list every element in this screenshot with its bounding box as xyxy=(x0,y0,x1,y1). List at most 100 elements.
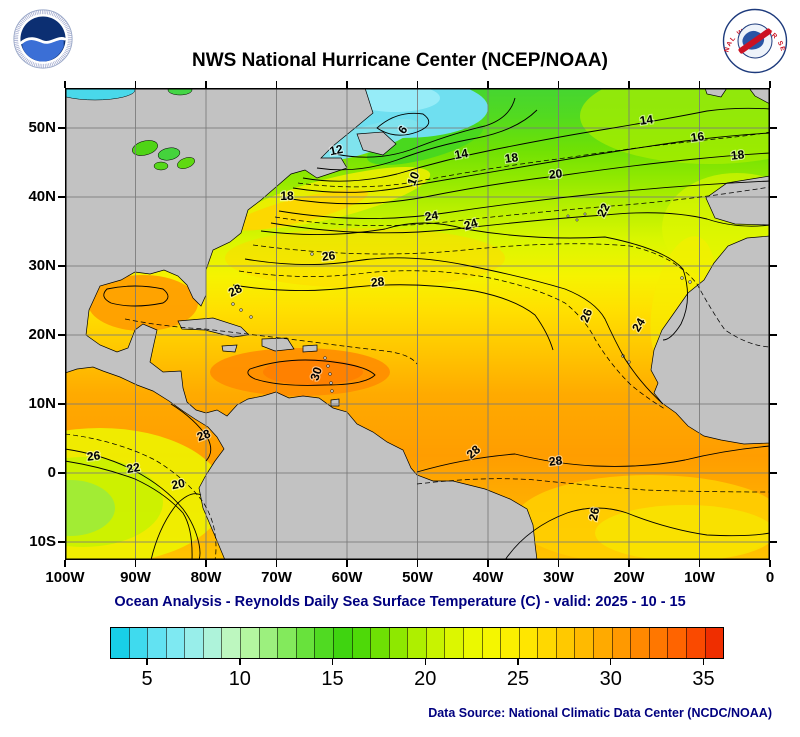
contour-label: 28 xyxy=(370,274,385,289)
colorbar-cell xyxy=(295,628,315,658)
y-axis-tick-right xyxy=(770,127,777,129)
colorbar-cell xyxy=(481,628,501,658)
colorbar-tick xyxy=(702,659,705,665)
landmasses xyxy=(65,88,770,560)
sst-map: 6 12 10 14 14 16 18 18 20 18 22 24 24 26 28 28 26 24 30 28 2… xyxy=(65,88,770,560)
y-axis-label: 10S xyxy=(29,533,56,551)
x-axis-tick-top xyxy=(416,81,419,88)
isotherm-contours xyxy=(65,97,770,560)
colorbar-cell xyxy=(332,628,352,658)
y-axis-tick-right xyxy=(770,334,777,336)
contour-label: 26 xyxy=(86,448,101,463)
colorbar-tick xyxy=(239,659,241,665)
y-axis-label: 10N xyxy=(28,395,56,413)
x-axis-label: 70W xyxy=(261,569,292,586)
colorbar-tick xyxy=(331,659,334,665)
contour-label: 14 xyxy=(454,146,470,162)
land-france xyxy=(748,88,770,105)
y-axis-tick xyxy=(58,541,65,543)
contour-label: 14 xyxy=(639,112,654,128)
x-axis-tick xyxy=(416,560,419,567)
y-axis-tick xyxy=(58,472,65,474)
y-axis-label: 30N xyxy=(28,257,56,275)
colorbar-tick-label: 25 xyxy=(506,668,530,690)
y-axis-label: 20N xyxy=(28,326,56,344)
land-newfoundland xyxy=(356,131,397,156)
colorbar-cell xyxy=(425,628,445,658)
x-axis-label: 0 xyxy=(765,569,775,586)
colorbar-cell xyxy=(128,628,148,658)
colorbar-cell xyxy=(555,628,575,658)
x-axis-tick-top xyxy=(557,81,560,88)
x-axis-label: 30W xyxy=(543,569,574,586)
colorbar-cell xyxy=(667,628,686,658)
colorbar-cell xyxy=(184,628,203,658)
x-axis-label: 20W xyxy=(613,569,645,586)
colorbar-cell xyxy=(630,628,649,658)
x-axis-tick-top xyxy=(205,81,207,88)
colorbar-cell xyxy=(221,628,241,658)
page-title: NWS National Hurricane Center (NCEP/NOAA… xyxy=(192,50,608,71)
inland-waters xyxy=(65,88,195,171)
contour-label: 22 xyxy=(126,460,142,476)
colorbar-cell xyxy=(147,628,166,658)
colorbar-cell xyxy=(704,628,724,658)
x-axis-label: 100W xyxy=(45,569,85,586)
land-puerto-rico xyxy=(302,344,318,353)
colorbar-tick-label: 30 xyxy=(599,668,622,690)
colorbar-cell xyxy=(277,628,296,658)
y-axis-label: 0 xyxy=(47,464,56,482)
y-axis-tick xyxy=(58,127,65,129)
x-axis-tick xyxy=(487,560,489,567)
colorbar-tick xyxy=(517,659,519,665)
contour-label: 18 xyxy=(730,147,745,162)
data-source-credit: Data Source: National Climatic Data Cent… xyxy=(428,706,772,720)
land-jamaica xyxy=(221,344,238,353)
x-axis-tick xyxy=(64,560,66,567)
y-axis-label: 50N xyxy=(28,119,56,137)
contour-label: 28 xyxy=(195,426,213,444)
map-border xyxy=(65,88,770,560)
colorbar-cell xyxy=(685,628,705,658)
x-axis-label: 60W xyxy=(331,569,363,586)
x-axis-label: 10W xyxy=(684,569,715,586)
colorbar-cell xyxy=(537,628,556,658)
colorbar-cell xyxy=(444,628,463,658)
y-axis-tick-right xyxy=(770,196,777,198)
y-axis-label: 40N xyxy=(28,188,56,206)
y-axis-tick-right xyxy=(770,541,777,543)
x-axis-tick-top xyxy=(628,81,630,88)
colorbar-cell xyxy=(407,628,426,658)
x-axis-tick xyxy=(205,560,207,567)
x-axis-tick xyxy=(275,560,278,567)
colorbar-tick-label: 10 xyxy=(228,668,251,690)
colorbar-cell xyxy=(500,628,519,658)
colorbar-tick-label: 20 xyxy=(414,668,437,690)
nws-logo-icon: NATIONAL WEATHER SERVICE xyxy=(722,8,788,74)
colorbar-cell xyxy=(518,628,538,658)
colorbar-cell xyxy=(611,628,631,658)
land-british-isles xyxy=(704,88,728,98)
contour-label: 16 xyxy=(690,129,705,145)
x-axis-tick-top xyxy=(698,81,701,88)
y-axis-tick xyxy=(58,196,65,198)
contour-label: 12 xyxy=(328,142,344,159)
colorbar-cell xyxy=(111,628,129,658)
colorbar-tick-label: 15 xyxy=(321,668,344,690)
colorbar-tick xyxy=(146,659,148,665)
x-axis-tick-top xyxy=(487,81,489,88)
y-axis-tick-right xyxy=(770,472,777,474)
x-axis-label: 90W xyxy=(120,569,151,586)
x-axis-tick-top xyxy=(275,81,278,88)
x-axis-tick xyxy=(769,560,771,567)
colorbar-cell xyxy=(240,628,259,658)
colorbar-cell xyxy=(574,628,594,658)
land-americas xyxy=(65,88,538,560)
colorbar-tick-label: 35 xyxy=(692,668,715,690)
colorbar-cell xyxy=(388,628,408,658)
contour-label: 26 xyxy=(586,506,603,522)
colorbar-tick xyxy=(609,659,612,665)
y-axis-tick xyxy=(58,334,65,336)
